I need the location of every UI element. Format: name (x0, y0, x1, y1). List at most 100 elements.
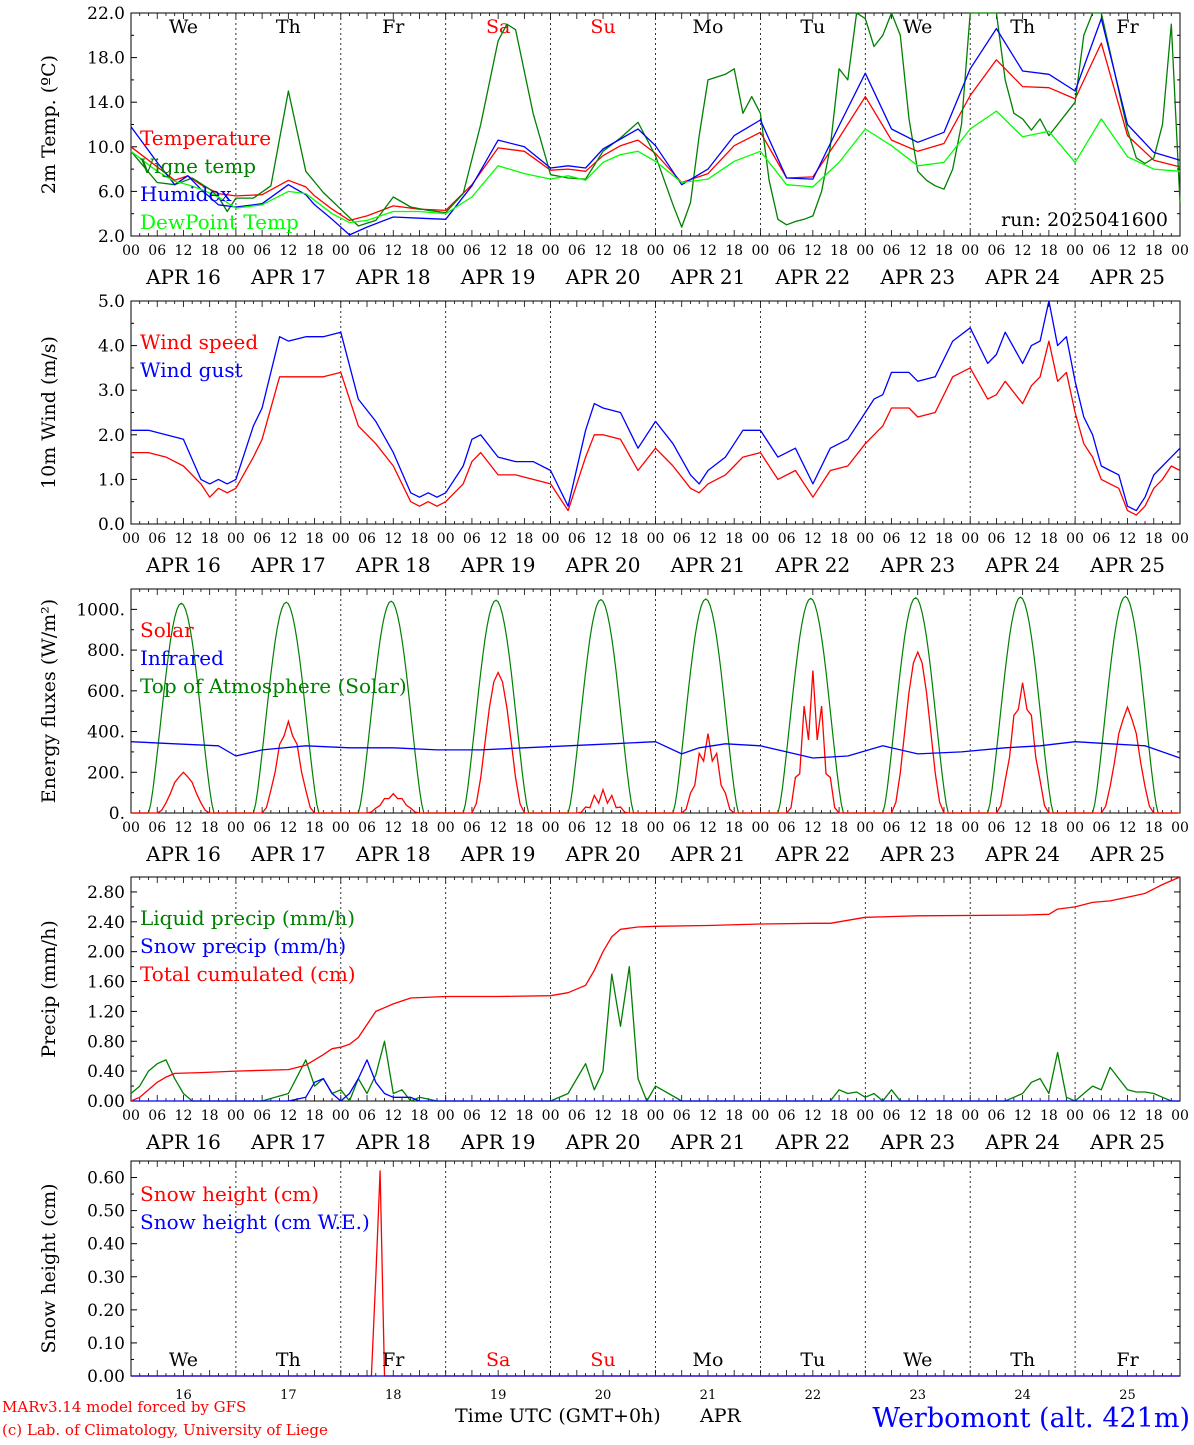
y-tick-label: 1.60 (87, 973, 125, 993)
day-number-label: 16 (175, 1388, 192, 1403)
day-of-week-label: Fr (1116, 16, 1139, 38)
x-date-label: APR 21 (670, 265, 746, 289)
x-hour-label: 12 (384, 531, 402, 547)
x-hour-label: 00 (437, 1108, 455, 1124)
x-hour-label: 18 (725, 820, 743, 836)
x-date-label: APR 18 (355, 1130, 431, 1154)
series-line-vigne-temp (130, 12, 1181, 228)
legend-entry: Temperature (140, 126, 271, 150)
x-hour-label: 18 (1145, 531, 1163, 547)
x-hour-label: 18 (830, 820, 848, 836)
x-hour-label: 18 (620, 531, 638, 547)
y-axis-label: Snow height (cm) (38, 1183, 60, 1353)
x-date-label: APR 18 (355, 553, 431, 577)
x-date-label: APR 19 (460, 553, 536, 577)
x-hour-label: 00 (751, 820, 769, 836)
x-hour-label: 00 (332, 1108, 350, 1124)
x-date-label: APR 20 (565, 265, 641, 289)
series-line-solar (131, 650, 1180, 814)
x-hour-label: 00 (332, 243, 350, 259)
x-hour-label: 06 (148, 1108, 166, 1124)
series-line-infrared (130, 741, 1181, 759)
y-tick-label: 400. (87, 723, 125, 743)
x-hour-label: 06 (988, 1108, 1006, 1124)
x-hour-label: 00 (122, 531, 140, 547)
x-hour-label: 06 (673, 243, 691, 259)
x-date-label: APR 17 (250, 1130, 326, 1154)
x-hour-label: 12 (489, 243, 507, 259)
x-hour-label: 18 (411, 1108, 429, 1124)
day-of-week-label: Su (590, 16, 615, 38)
x-hour-label: 18 (830, 531, 848, 547)
x-hour-label: 00 (437, 531, 455, 547)
x-date-label: APR 20 (565, 553, 641, 577)
series-line-top-of-atmosphere-solar (131, 595, 1178, 814)
x-hour-label: 18 (201, 531, 219, 547)
x-hour-label: 12 (1119, 243, 1137, 259)
lab-credit: (c) Lab. of Climatology, University of L… (2, 1421, 328, 1439)
y-tick-label: 1.0 (98, 470, 125, 490)
x-hour-label: 06 (1092, 1108, 1110, 1124)
x-date-label: APR 16 (145, 265, 221, 289)
day-number-label: 18 (385, 1388, 402, 1403)
x-hour-label: 12 (594, 531, 612, 547)
x-date-label: APR 16 (145, 1130, 221, 1154)
x-hour-label: 00 (961, 531, 979, 547)
x-hour-label: 12 (909, 531, 927, 547)
x-hour-label: 18 (725, 531, 743, 547)
y-tick-label: 1.20 (87, 1002, 125, 1022)
legend-entry: Infrared (140, 646, 224, 670)
day-number-label: 20 (595, 1388, 612, 1403)
x-hour-label: 06 (568, 531, 586, 547)
x-hour-label: 06 (883, 1108, 901, 1124)
x-hour-label: 12 (279, 531, 297, 547)
x-hour-label: 18 (306, 820, 324, 836)
x-hour-label: 00 (227, 531, 245, 547)
day-number-label: 23 (909, 1388, 926, 1403)
day-of-week-label: Tu (800, 1349, 825, 1371)
x-hour-label: 06 (253, 243, 271, 259)
series-line-total-cumulated-cm- (130, 876, 1181, 1102)
x-date-label: APR 21 (670, 553, 746, 577)
x-hour-label: 00 (437, 243, 455, 259)
x-hour-label: 00 (122, 243, 140, 259)
x-hour-label: 00 (332, 531, 350, 547)
x-hour-label: 06 (883, 531, 901, 547)
x-hour-label: 12 (909, 820, 927, 836)
x-hour-label: 06 (778, 243, 796, 259)
x-date-label: APR 22 (774, 1130, 850, 1154)
y-tick-label: 10.0 (87, 138, 125, 158)
x-hour-label: 00 (1066, 243, 1084, 259)
x-hour-label: 06 (358, 243, 376, 259)
day-of-week-label: Th (1010, 1349, 1035, 1371)
x-hour-label: 06 (1092, 820, 1110, 836)
y-tick-label: 0.0 (98, 515, 125, 535)
x-hour-label: 06 (568, 243, 586, 259)
x-date-label: APR 23 (879, 265, 955, 289)
x-hour-label: 12 (594, 243, 612, 259)
x-hour-label: 12 (384, 820, 402, 836)
x-hour-label: 12 (594, 1108, 612, 1124)
x-hour-label: 18 (1040, 531, 1058, 547)
day-number-label: 17 (280, 1388, 297, 1403)
x-hour-label: 00 (332, 820, 350, 836)
legend-entry: Vigne temp (139, 154, 256, 178)
x-date-label: APR 21 (670, 1130, 746, 1154)
day-number-label: 22 (805, 1388, 822, 1403)
x-hour-label: 00 (542, 820, 560, 836)
panel-4: 0.00 0.40 0.80 1.20 1.60 2.00 2.40 2.80 Precip (… (38, 876, 1189, 1154)
y-tick-label: 18.0 (87, 49, 125, 69)
x-hour-label: 06 (778, 820, 796, 836)
x-hour-label: 18 (411, 243, 429, 259)
day-of-week-label: Fr (382, 16, 405, 38)
x-hour-label: 06 (883, 243, 901, 259)
x-date-label: APR 20 (565, 1130, 641, 1154)
x-hour-label: 06 (463, 1108, 481, 1124)
y-tick-label: 2.80 (87, 883, 125, 903)
y-tick-label: 0. (109, 804, 125, 824)
x-hour-label: 18 (830, 1108, 848, 1124)
y-tick-label: 0.40 (87, 1062, 125, 1082)
day-of-week-label: Th (276, 16, 301, 38)
x-date-label: APR 19 (460, 1130, 536, 1154)
